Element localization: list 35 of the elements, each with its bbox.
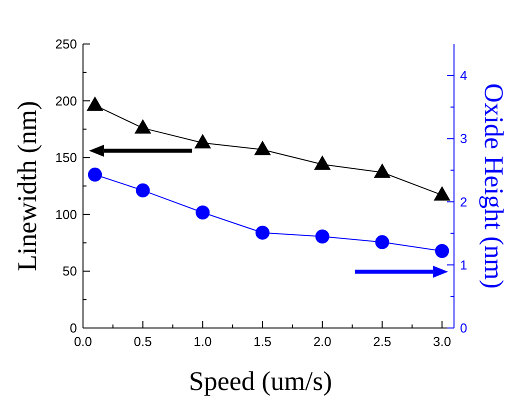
- point: [435, 244, 450, 258]
- x-axis-title: Speed (um/s): [188, 366, 332, 396]
- y-tick-label: 0: [70, 320, 77, 336]
- y2-tick-label: 3: [460, 131, 468, 146]
- point: [134, 120, 151, 134]
- point: [254, 141, 271, 156]
- x-tick-label: 2.5: [373, 334, 392, 349]
- x-tick-label: 0.5: [134, 334, 152, 349]
- x-tick-label: 1.5: [253, 334, 272, 349]
- y-tick-label: 100: [55, 206, 77, 222]
- point: [315, 229, 330, 244]
- point: [88, 168, 102, 182]
- y2-tick-label: 2: [460, 194, 468, 210]
- y2-tick-label: 0: [460, 320, 468, 336]
- y-tick-label: 150: [55, 150, 77, 166]
- y-axis-title: Linewidth (nm): [12, 100, 42, 272]
- y2-axis-title: Oxide Height (nm): [479, 83, 509, 289]
- point: [196, 206, 210, 220]
- y-tick-label: 250: [55, 36, 77, 52]
- point: [374, 164, 390, 178]
- y-tick-label: 50: [62, 264, 77, 279]
- point: [375, 235, 390, 250]
- point: [86, 96, 103, 111]
- x-tick-label: 0.0: [74, 334, 92, 349]
- x-tick-label: 3.0: [432, 334, 452, 349]
- y-tick-label: 200: [55, 93, 77, 108]
- point: [314, 156, 330, 170]
- y2-tick-label: 1: [460, 257, 468, 272]
- point: [434, 186, 450, 201]
- point: [136, 183, 150, 198]
- x-tick-label: 2.0: [313, 334, 332, 349]
- point: [256, 226, 270, 240]
- y2-tick-label: 4: [460, 68, 468, 84]
- point: [194, 134, 211, 148]
- x-tick-label: 1.0: [194, 334, 212, 349]
